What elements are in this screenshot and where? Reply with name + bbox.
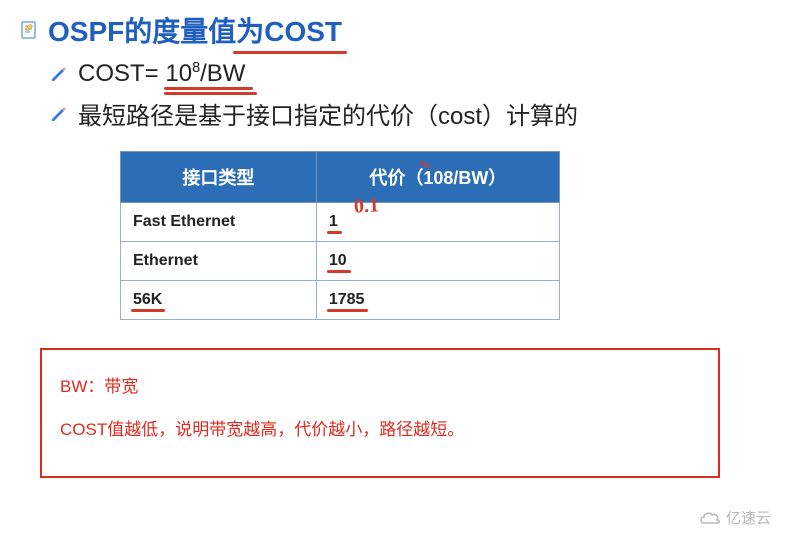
formula-prefix: COST= xyxy=(78,60,165,87)
bullet-description: 最短路径是基于接口指定的代价（cost）计算的 xyxy=(50,96,765,131)
cell-text: 10 xyxy=(329,252,347,270)
cell-cost: 1 xyxy=(316,203,559,242)
formula-base: 10 xyxy=(165,60,192,87)
watermark-text: 亿速云 xyxy=(726,507,771,528)
note-box: BW：带宽 COST值越低，说明带宽越高，代价越小，路径越短。 xyxy=(40,348,720,478)
pencil-icon xyxy=(50,105,68,123)
table-row: 56K 1785 xyxy=(121,281,560,320)
document-icon xyxy=(20,20,40,40)
cell-text: Ethernet xyxy=(133,252,198,270)
page-title: OSPF的度量值为COST xyxy=(48,10,342,50)
table-row: Ethernet 10 xyxy=(121,242,560,281)
underline-annotation xyxy=(164,92,257,95)
cell-text: 1 xyxy=(329,213,338,231)
heading-row: OSPF的度量值为COST xyxy=(20,10,765,50)
cell-text: Fast Ethernet xyxy=(133,213,235,231)
heading-text: OSPF的度量值为COST xyxy=(48,16,342,47)
bullet-text: 最短路径是基于接口指定的代价（cost）计算的 xyxy=(78,96,578,131)
formula-suffix: /BW xyxy=(200,60,245,87)
underline-annotation xyxy=(164,87,253,90)
note-line-2: COST值越低，说明带宽越高，代价越小，路径越短。 xyxy=(60,415,700,440)
cell-text: 1785 xyxy=(329,291,365,309)
cell-interface: 56K xyxy=(121,281,317,320)
cost-formula: COST= 108/BW xyxy=(78,60,245,88)
pencil-icon xyxy=(50,65,68,83)
cost-table-wrap: ✎ 0.1 接口类型 代价（108/BW） Fast Ethernet 1 Et… xyxy=(120,151,765,320)
cell-text: 56K xyxy=(133,291,162,309)
cell-interface: Ethernet xyxy=(121,242,317,281)
formula-exponent: 8 xyxy=(192,60,200,76)
cloud-icon xyxy=(698,510,722,526)
col-header-type: 接口类型 xyxy=(121,152,317,203)
table-header-row: 接口类型 代价（108/BW） xyxy=(121,152,560,203)
bullet-formula: COST= 108/BW xyxy=(50,60,765,88)
underline-annotation xyxy=(233,51,347,54)
cell-interface: Fast Ethernet xyxy=(121,203,317,242)
cell-cost: 1785 xyxy=(316,281,559,320)
cost-table: 接口类型 代价（108/BW） Fast Ethernet 1 Ethernet… xyxy=(120,151,560,320)
cell-cost: 10 xyxy=(316,242,559,281)
table-row: Fast Ethernet 1 xyxy=(121,203,560,242)
note-line-1: BW：带宽 xyxy=(60,372,700,397)
watermark: 亿速云 xyxy=(698,507,771,528)
